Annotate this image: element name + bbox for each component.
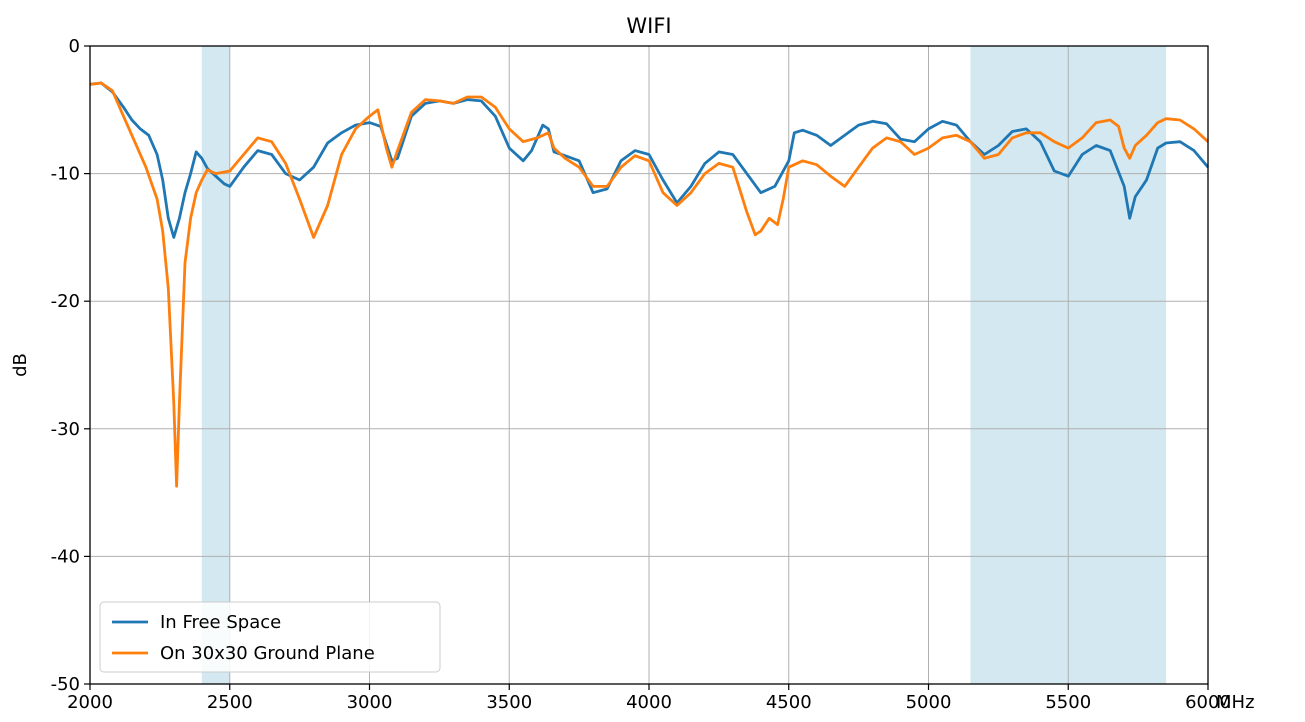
legend-box: [99, 601, 441, 673]
x-tick-label: 3000: [347, 692, 393, 713]
series-lines: [89, 81, 1210, 488]
y-tick-label: -40: [51, 546, 80, 567]
series-line-1: [89, 81, 1209, 488]
x-axis-label: MHz: [1216, 692, 1255, 713]
shaded-bands: [201, 46, 1167, 684]
legend-label-1: On 30x30 Ground Plane: [160, 643, 375, 664]
x-tick-label: 6000: [1185, 692, 1231, 713]
shaded-band-0: [201, 46, 230, 684]
y-tick-label: -50: [51, 674, 80, 695]
x-tick-label: 5000: [906, 692, 952, 713]
y-axis-label: dB: [10, 353, 31, 377]
x-tick-label: 5500: [1045, 692, 1091, 713]
y-tick-label: -30: [51, 419, 80, 440]
x-tick-label: 4500: [766, 692, 812, 713]
y-tick-label: 0: [69, 36, 80, 57]
y-tick-label: -20: [51, 291, 80, 312]
legend: In Free Space On 30x30 Ground Plane: [99, 601, 441, 673]
x-tick-label: 3500: [486, 692, 532, 713]
x-tick-label: 4000: [626, 692, 672, 713]
chart-title: WIFI: [626, 14, 671, 38]
x-axis-ticks: 2000 2500 3000 3500 4000 4500 5000 5500 6000: [67, 684, 1231, 713]
x-tick-label: 2500: [207, 692, 253, 713]
legend-label-0: In Free Space: [160, 612, 281, 633]
y-axis-ticks: 0 -10 -20 -30 -40 -50: [51, 36, 90, 695]
y-tick-label: -10: [51, 164, 80, 185]
x-tick-label: 2000: [67, 692, 113, 713]
